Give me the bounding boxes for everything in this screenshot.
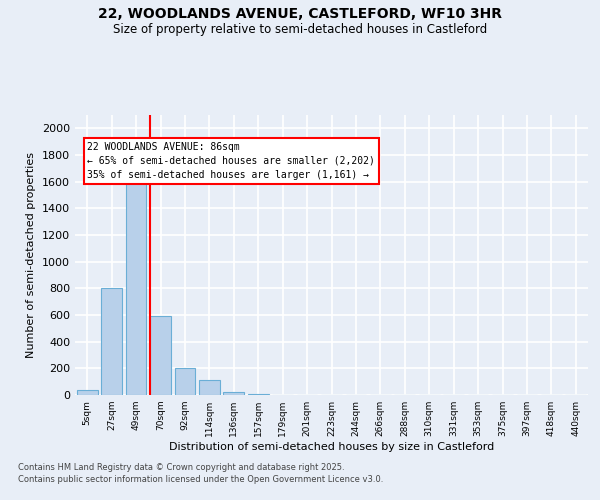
Bar [175, 368, 196, 395]
X-axis label: Distribution of semi-detached houses by size in Castleford: Distribution of semi-detached houses by … [169, 442, 494, 452]
Bar [101, 288, 122, 395]
Text: 22 WOODLANDS AVENUE: 86sqm
← 65% of semi-detached houses are smaller (2,202)
35%: 22 WOODLANDS AVENUE: 86sqm ← 65% of semi… [88, 142, 376, 180]
Text: 22, WOODLANDS AVENUE, CASTLEFORD, WF10 3HR: 22, WOODLANDS AVENUE, CASTLEFORD, WF10 3… [98, 8, 502, 22]
Bar [199, 380, 220, 395]
Text: Contains public sector information licensed under the Open Government Licence v3: Contains public sector information licen… [18, 475, 383, 484]
Bar [248, 394, 269, 395]
Y-axis label: Number of semi-detached properties: Number of semi-detached properties [26, 152, 37, 358]
Text: Contains HM Land Registry data © Crown copyright and database right 2025.: Contains HM Land Registry data © Crown c… [18, 462, 344, 471]
Bar [150, 316, 171, 395]
Bar [77, 390, 98, 395]
Text: Size of property relative to semi-detached houses in Castleford: Size of property relative to semi-detach… [113, 22, 487, 36]
Bar [223, 392, 244, 395]
Bar [125, 179, 146, 395]
